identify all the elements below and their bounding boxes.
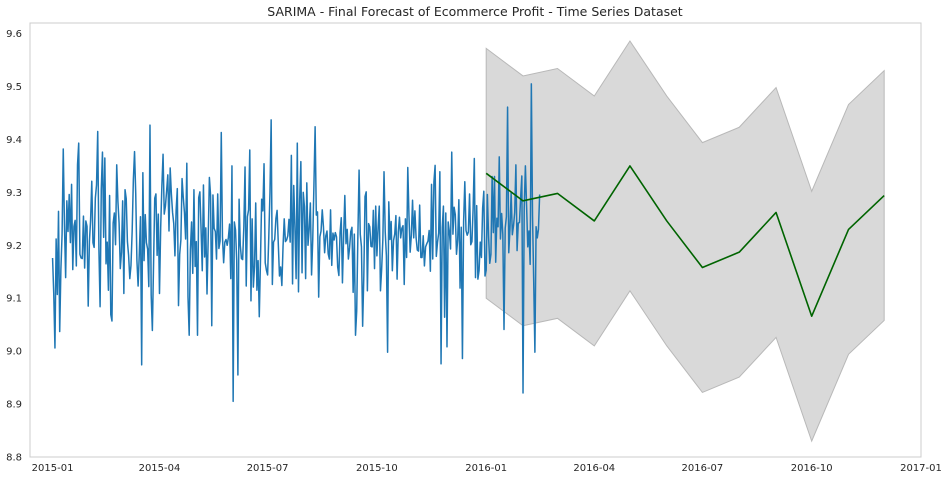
y-tick-label: 8.9	[6, 400, 22, 411]
y-tick-label: 9.3	[6, 188, 22, 199]
y-tick-label: 9.5	[6, 82, 22, 93]
x-tick-label: 2016-07	[682, 463, 724, 474]
y-tick-label: 9.2	[6, 241, 22, 252]
y-tick-label: 9.6	[6, 29, 22, 40]
chart-title: SARIMA - Final Forecast of Ecommerce Pro…	[267, 4, 683, 19]
x-tick-label: 2015-01	[32, 463, 74, 474]
y-tick-label: 9.0	[6, 347, 22, 358]
plot-area	[29, 22, 922, 458]
x-tick-label: 2017-01	[900, 463, 942, 474]
confidence-band-layer	[485, 40, 885, 443]
x-tick-label: 2016-10	[791, 463, 833, 474]
x-tick-label: 2015-04	[139, 463, 181, 474]
x-tick-label: 2016-01	[465, 463, 507, 474]
x-tick-label: 2015-10	[356, 463, 398, 474]
y-axis: 8.8 8.9 9.0 9.1 9.2 9.3 9.4 9.5 9.6	[6, 29, 22, 463]
forecast-series-layer	[485, 165, 885, 318]
x-tick-label: 2015-07	[247, 463, 289, 474]
observed-series-line	[51, 83, 541, 403]
forecast-series-line	[485, 165, 885, 318]
observed-series-layer	[51, 83, 541, 403]
y-tick-label: 9.4	[6, 135, 22, 146]
x-tick-label: 2016-04	[573, 463, 615, 474]
y-tick-label: 8.8	[6, 453, 22, 464]
y-tick-label: 9.1	[6, 294, 22, 305]
x-axis: 2015-01 2015-04 2015-07 2015-10 2016-01 2016-…	[32, 463, 942, 474]
confidence-band	[485, 40, 885, 443]
